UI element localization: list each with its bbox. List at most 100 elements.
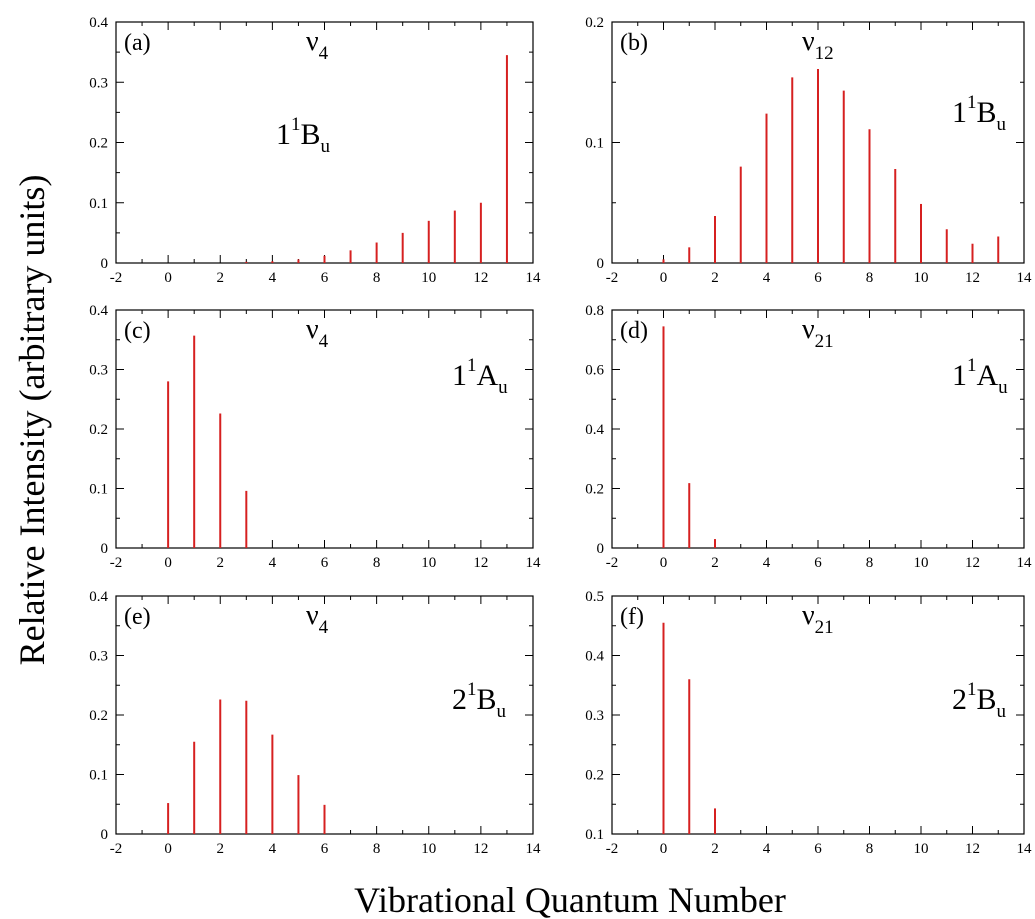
- y-tick-label: 0.4: [89, 303, 108, 319]
- state-label: 11Bu: [952, 92, 1007, 135]
- y-tick-label: 0.1: [89, 768, 108, 784]
- y-tick-label: 0.2: [89, 136, 108, 152]
- x-tick-label: 6: [321, 270, 329, 286]
- x-tick-label: -2: [110, 841, 123, 857]
- x-tick-label: 6: [814, 270, 822, 286]
- x-tick-label: 2: [711, 841, 719, 857]
- panel-tag: (f): [620, 604, 644, 630]
- x-tick-label: 14: [526, 841, 542, 857]
- x-tick-label: 0: [164, 270, 172, 286]
- x-tick-label: 12: [965, 555, 980, 571]
- x-tick-label: 4: [269, 841, 277, 857]
- x-tick-label: 6: [321, 841, 329, 857]
- y-tick-label: 0.8: [585, 303, 604, 319]
- x-tick-label: 12: [473, 555, 488, 571]
- x-tick-label: 0: [164, 555, 172, 571]
- x-tick-label: 14: [526, 555, 542, 571]
- y-tick-label: 0.3: [89, 649, 108, 665]
- mode-label: ν4: [306, 26, 329, 64]
- x-tick-label: -2: [110, 270, 123, 286]
- state-label: 21Bu: [952, 679, 1007, 722]
- y-tick-label: 0.2: [89, 422, 108, 438]
- y-tick-label: 0.3: [89, 75, 108, 91]
- mode-label: ν12: [802, 26, 834, 64]
- x-tick-label: 12: [965, 270, 980, 286]
- y-tick-label: 0.1: [89, 482, 108, 498]
- y-tick-label: 0: [101, 827, 109, 843]
- x-tick-label: 2: [711, 555, 719, 571]
- x-tick-label: 8: [373, 841, 381, 857]
- x-tick-label: 0: [660, 270, 668, 286]
- y-tick-label: 0.1: [585, 827, 604, 843]
- panel-tag: (a): [124, 30, 151, 56]
- x-tick-label: -2: [110, 555, 123, 571]
- x-tick-label: 10: [914, 270, 929, 286]
- y-tick-label: 0.6: [585, 363, 604, 379]
- mode-label: ν4: [306, 600, 329, 638]
- y-tick-label: 0.3: [89, 363, 108, 379]
- x-tick-label: -2: [606, 555, 619, 571]
- y-tick-label: 0: [101, 541, 109, 557]
- y-tick-label: 0.2: [585, 768, 604, 784]
- x-tick-label: 4: [763, 841, 771, 857]
- y-tick-label: 0: [597, 256, 605, 272]
- x-tick-label: 0: [660, 841, 668, 857]
- x-tick-label: 8: [866, 270, 874, 286]
- y-tick-label: 0.2: [89, 708, 108, 724]
- panel-tag: (e): [124, 604, 151, 630]
- x-tick-label: 2: [711, 270, 719, 286]
- y-tick-label: 0.4: [585, 649, 604, 665]
- x-tick-label: 10: [421, 270, 436, 286]
- x-tick-label: 2: [217, 555, 225, 571]
- panel-tag: (b): [620, 30, 648, 56]
- x-tick-label: 8: [373, 555, 381, 571]
- mode-label: ν21: [802, 314, 834, 352]
- x-tick-label: 10: [421, 841, 436, 857]
- x-tick-label: 10: [914, 555, 929, 571]
- mode-label: ν4: [306, 314, 329, 352]
- y-tick-label: 0.1: [585, 136, 604, 152]
- y-tick-label: 0.4: [89, 589, 108, 605]
- panel-f: -2 0 2 4 6 8 10 12 14 0.1 0.2 0.3 0.4 0.5 (f) ν21 21Bu: [585, 589, 1032, 857]
- y-tick-label: 0.2: [585, 15, 604, 31]
- x-tick-label: -2: [606, 841, 619, 857]
- x-tick-label: 6: [321, 555, 329, 571]
- x-tick-label: 2: [217, 270, 225, 286]
- x-tick-label: 8: [866, 841, 874, 857]
- panel-tag: (c): [124, 318, 151, 344]
- x-tick-label: 6: [814, 841, 822, 857]
- x-tick-label: 12: [473, 270, 488, 286]
- y-tick-label: 0.5: [585, 589, 604, 605]
- y-tick-label: 0.3: [585, 708, 604, 724]
- state-label: 11Au: [952, 355, 1008, 398]
- state-label: 11Bu: [276, 114, 331, 157]
- x-tick-label: 0: [164, 841, 172, 857]
- y-tick-label: 0.4: [89, 15, 108, 31]
- state-label: 11Au: [452, 355, 508, 398]
- y-tick-label: 0.1: [89, 196, 108, 212]
- x-tick-label: 10: [421, 555, 436, 571]
- x-tick-label: 0: [660, 555, 668, 571]
- y-tick-label: 0: [597, 541, 605, 557]
- x-tick-label: 12: [473, 841, 488, 857]
- panel-tag: (d): [620, 318, 648, 344]
- x-tick-label: 10: [914, 841, 929, 857]
- y-axis-title: Relative Intensity (arbitrary units): [12, 175, 52, 666]
- x-tick-label: 2: [217, 841, 225, 857]
- x-tick-label: 4: [269, 270, 277, 286]
- y-tick-label: 0.2: [585, 482, 604, 498]
- y-tick-label: 0.4: [585, 422, 604, 438]
- mode-label: ν21: [802, 600, 834, 638]
- x-tick-label: 14: [1017, 555, 1033, 571]
- x-tick-label: 14: [526, 270, 542, 286]
- x-tick-label: 8: [373, 270, 381, 286]
- x-axis-title: Vibrational Quantum Number: [354, 880, 786, 919]
- x-tick-label: 8: [866, 555, 874, 571]
